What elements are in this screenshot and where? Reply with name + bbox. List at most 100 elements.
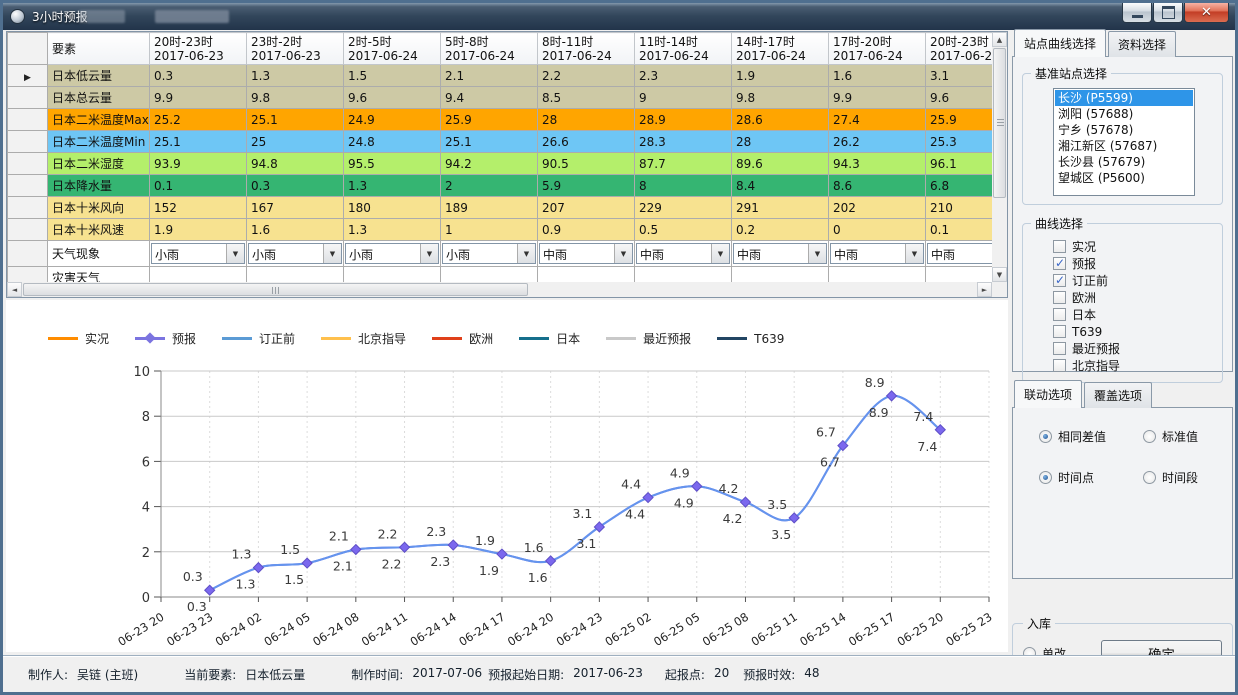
chevron-down-icon[interactable]: [517, 244, 535, 263]
grid-cell[interactable]: 2: [440, 174, 538, 197]
scroll-up-icon[interactable]: [992, 32, 1007, 47]
grid-cell[interactable]: 1.3: [246, 64, 344, 87]
grid-cell[interactable]: 1.6: [828, 64, 926, 87]
checkbox-icon[interactable]: [1053, 256, 1066, 270]
curve-checkbox-row[interactable]: 日本: [1053, 306, 1214, 323]
grid-cell[interactable]: 28: [537, 108, 635, 131]
grid-cell[interactable]: 0.5: [634, 218, 732, 241]
curve-checkbox-row[interactable]: 最近预报: [1053, 340, 1214, 357]
chevron-down-icon[interactable]: [323, 244, 341, 263]
grid-cell[interactable]: 0.1: [149, 174, 247, 197]
chevron-down-icon[interactable]: [808, 244, 826, 263]
grid-cell[interactable]: 26.2: [828, 130, 926, 153]
grid-cell[interactable]: 291: [731, 196, 829, 219]
grid-cell[interactable]: 87.7: [634, 152, 732, 175]
maximize-button[interactable]: [1153, 3, 1183, 23]
grid-cell[interactable]: 189: [440, 196, 538, 219]
curve-checkbox-row[interactable]: 欧洲: [1053, 289, 1214, 306]
grid-cell[interactable]: 9.9: [828, 86, 926, 109]
grid-cell[interactable]: 25.1: [149, 130, 247, 153]
grid-cell[interactable]: 95.5: [343, 152, 441, 175]
checkbox-icon[interactable]: [1053, 359, 1066, 372]
row-header[interactable]: [7, 266, 48, 282]
grid-cell[interactable]: 28.9: [634, 108, 732, 131]
station-list-item[interactable]: 浏阳 (57688): [1058, 107, 1134, 121]
tab-站点曲线选择[interactable]: 站点曲线选择: [1014, 29, 1107, 57]
row-header[interactable]: [7, 196, 48, 219]
checkbox-icon[interactable]: [1053, 291, 1066, 304]
station-list-item[interactable]: 湘江新区 (57687): [1058, 139, 1158, 153]
grid-cell[interactable]: 25.1: [246, 108, 344, 131]
grid-cell[interactable]: [731, 266, 829, 282]
grid-cell[interactable]: 94.8: [246, 152, 344, 175]
grid-cell[interactable]: 9.4: [440, 86, 538, 109]
grid-cell[interactable]: 8: [634, 174, 732, 197]
grid-cell[interactable]: 9.8: [246, 86, 344, 109]
row-header[interactable]: [7, 86, 48, 109]
curve-checkbox-row[interactable]: 预报: [1053, 255, 1214, 272]
link-option-radio[interactable]: 时间点: [1039, 469, 1143, 486]
grid-cell[interactable]: 28.3: [634, 130, 732, 153]
scroll-left-icon[interactable]: [7, 282, 22, 297]
scroll-down-icon[interactable]: [992, 267, 1007, 282]
checkbox-icon[interactable]: [1053, 308, 1066, 321]
weather-combobox[interactable]: 中雨: [539, 243, 633, 264]
grid-cell[interactable]: 1: [440, 218, 538, 241]
checkbox-icon[interactable]: [1053, 273, 1066, 287]
table-vertical-scrollbar[interactable]: [992, 32, 1007, 282]
grid-cell[interactable]: 1.9: [731, 64, 829, 87]
grid-cell[interactable]: 9.9: [149, 86, 247, 109]
weather-combobox[interactable]: 小雨: [248, 243, 342, 264]
weather-combobox[interactable]: 小雨: [442, 243, 536, 264]
curve-checkbox-row[interactable]: 订正前: [1053, 272, 1214, 289]
grid-cell[interactable]: 9.6: [925, 86, 992, 109]
grid-cell[interactable]: 1.3: [343, 218, 441, 241]
row-header[interactable]: [7, 218, 48, 241]
title-bar[interactable]: 3小时预报: [3, 3, 1235, 30]
grid-cell[interactable]: 2.3: [634, 64, 732, 87]
tab-联动选项[interactable]: 联动选项: [1014, 380, 1083, 408]
grid-cell[interactable]: [925, 266, 992, 282]
radio-icon[interactable]: [1039, 471, 1052, 484]
link-option-radio[interactable]: 时间段: [1143, 469, 1222, 486]
grid-cell[interactable]: 0.3: [149, 64, 247, 87]
grid-cell[interactable]: 27.4: [828, 108, 926, 131]
grid-cell[interactable]: 8.6: [828, 174, 926, 197]
grid-cell[interactable]: 94.2: [440, 152, 538, 175]
table-horizontal-scrollbar[interactable]: [7, 282, 992, 297]
grid-cell[interactable]: 89.6: [731, 152, 829, 175]
grid-cell[interactable]: [246, 266, 344, 282]
grid-cell[interactable]: 202: [828, 196, 926, 219]
weather-combobox[interactable]: 中雨: [733, 243, 827, 264]
weather-combobox[interactable]: 中雨: [830, 243, 924, 264]
scroll-right-icon[interactable]: [977, 282, 992, 297]
checkbox-icon[interactable]: [1053, 325, 1066, 338]
minimize-button[interactable]: [1122, 3, 1152, 23]
station-list-item[interactable]: 宁乡 (57678): [1058, 123, 1134, 137]
grid-cell[interactable]: 167: [246, 196, 344, 219]
grid-cell[interactable]: [828, 266, 926, 282]
grid-cell[interactable]: 9.8: [731, 86, 829, 109]
grid-cell[interactable]: 152: [149, 196, 247, 219]
grid-cell[interactable]: 2.1: [440, 64, 538, 87]
grid-cell[interactable]: 25: [246, 130, 344, 153]
row-header[interactable]: [7, 174, 48, 197]
grid-cell[interactable]: 25.9: [440, 108, 538, 131]
grid-cell[interactable]: 180: [343, 196, 441, 219]
chevron-down-icon[interactable]: [905, 244, 923, 263]
grid-cell[interactable]: 96.1: [925, 152, 992, 175]
station-list-item[interactable]: 望城区 (P5600): [1058, 171, 1145, 185]
grid-cell[interactable]: 24.8: [343, 130, 441, 153]
chevron-down-icon[interactable]: [420, 244, 438, 263]
grid-cell[interactable]: [537, 266, 635, 282]
station-list-item[interactable]: 长沙县 (57679): [1058, 155, 1146, 169]
link-option-radio[interactable]: 相同差值: [1039, 428, 1143, 445]
grid-cell[interactable]: 210: [925, 196, 992, 219]
weather-combobox[interactable]: 小雨: [345, 243, 439, 264]
grid-cell[interactable]: 1.3: [343, 174, 441, 197]
horizontal-scroll-thumb[interactable]: [23, 283, 528, 296]
grid-cell[interactable]: 24.9: [343, 108, 441, 131]
grid-cell[interactable]: 2.2: [537, 64, 635, 87]
close-button[interactable]: [1184, 3, 1229, 23]
grid-cell[interactable]: 207: [537, 196, 635, 219]
